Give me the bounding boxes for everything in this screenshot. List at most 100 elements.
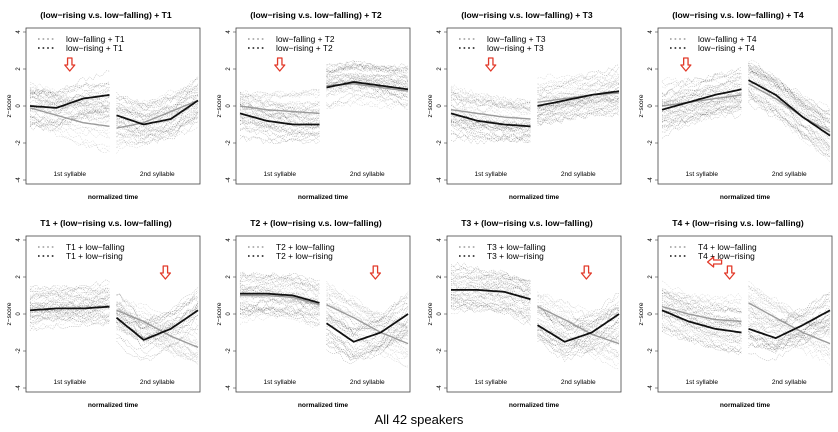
trajectory-line: [450, 276, 531, 288]
trajectory-line: [326, 329, 409, 353]
trajectory-line: [30, 300, 110, 308]
trajectory-line: [326, 74, 409, 88]
mean-contour-rising: [239, 112, 320, 126]
trajectory-line: [116, 317, 199, 348]
trajectory-line: [326, 294, 409, 332]
trajectory-line: [662, 67, 742, 103]
y-tick-label: -4: [16, 177, 22, 183]
red-arrow-down-icon: [64, 57, 76, 72]
trajectory-line: [450, 294, 531, 314]
trajectory-line: [239, 272, 320, 282]
y-tick-label: 4: [226, 30, 232, 34]
x-axis-label: normalized time: [88, 402, 139, 409]
trajectory-line: [326, 72, 409, 84]
trajectory-line: [326, 325, 409, 356]
mean-contour-rising: [115, 309, 199, 341]
trajectory-line: [29, 119, 110, 132]
mean-contour-falling: [748, 302, 831, 345]
trajectory-line: [450, 283, 531, 310]
trajectory-line: [450, 304, 531, 326]
trajectory-line: [239, 282, 320, 296]
trajectory-line: [450, 271, 531, 297]
trajectory-line: [450, 124, 531, 143]
trajectory-line: [748, 98, 831, 148]
trajectory-line: [326, 306, 409, 337]
trajectory-line: [537, 322, 620, 358]
trajectory-line: [450, 283, 531, 303]
syllable-gap: [109, 270, 117, 382]
red-arrow-down-icon: [723, 265, 736, 280]
trajectory-line: [29, 316, 110, 331]
trajectory-line: [29, 86, 110, 117]
trajectory-line: [450, 112, 531, 125]
red-arrow-down-icon: [159, 265, 172, 280]
trajectory-line: [661, 294, 742, 327]
trajectory-line: [116, 328, 199, 365]
trajectory-line: [450, 121, 531, 132]
trajectory-line: [537, 332, 620, 357]
trajectory-line: [748, 301, 831, 355]
chart-title: T4 + (low−rising v.s. low−falling): [672, 218, 804, 228]
trajectory-line: [537, 326, 620, 358]
trajectory-line: [661, 323, 742, 336]
trajectory-line: [326, 72, 409, 83]
y-axis-label: z−score: [216, 302, 223, 325]
trajectory-line: [748, 81, 831, 131]
trajectory-line: [537, 305, 620, 331]
trajectory-line: [239, 89, 320, 99]
trajectory-line: [29, 307, 110, 323]
trajectory-line: [661, 314, 742, 344]
mean-contour-rising: [661, 88, 742, 111]
legend-label: T3 + low−falling: [487, 242, 546, 252]
trajectory-line: [116, 293, 199, 342]
syllable-gap: [319, 62, 327, 174]
trajectory-line: [450, 274, 531, 302]
trajectory-line: [239, 273, 320, 285]
trajectory-line: [748, 318, 831, 347]
x-axis-label: normalized time: [88, 194, 139, 201]
trajectory-line: [116, 307, 199, 337]
trajectory-line: [748, 298, 831, 329]
trajectory-line: [450, 293, 531, 311]
red-arrow-down-icon: [580, 265, 593, 280]
trajectory-line: [326, 77, 409, 92]
trajectory-line: [239, 109, 320, 122]
chart-title: (low−rising v.s. low−falling) + T3: [461, 10, 593, 20]
y-tick-label: 0: [648, 104, 654, 108]
legend-label: low−rising + T2: [276, 43, 333, 53]
trajectory-line: [326, 87, 409, 107]
trajectory-line: [748, 318, 831, 342]
y-axis-label: z−score: [427, 94, 434, 117]
trajectory-line: [29, 122, 110, 139]
trajectory-line: [661, 105, 742, 131]
trajectory-line: [326, 297, 409, 346]
y-tick-label: -2: [226, 140, 232, 146]
trajectory-line: [239, 89, 320, 101]
mean-contour-rising: [240, 292, 320, 304]
mean-contour-falling: [450, 109, 531, 120]
y-tick-label: -2: [226, 348, 232, 354]
trajectory-line: [537, 305, 620, 332]
trajectory-line: [326, 320, 409, 350]
trajectory-line: [29, 107, 110, 119]
trajectory-line: [326, 325, 409, 359]
trajectory-line: [116, 110, 199, 132]
trajectory-line: [537, 103, 620, 110]
trajectory-line: [537, 312, 620, 350]
trajectory-line: [239, 120, 320, 133]
trajectory-line: [748, 59, 831, 124]
trajectory-line: [748, 294, 831, 329]
trajectory-line: [537, 97, 620, 123]
trajectory-line: [116, 96, 199, 113]
mean-contour-rising: [29, 305, 110, 312]
trajectory-line: [239, 297, 320, 309]
trajectory-line: [239, 309, 320, 325]
trajectory-line: [748, 94, 831, 157]
trajectory-line: [748, 71, 831, 115]
trajectory-line: [116, 126, 199, 145]
trajectory-line: [239, 293, 320, 305]
trajectory-line: [661, 89, 742, 105]
trajectory-line: [748, 90, 831, 151]
trajectory-line: [239, 112, 320, 137]
trajectory-line: [661, 316, 742, 353]
